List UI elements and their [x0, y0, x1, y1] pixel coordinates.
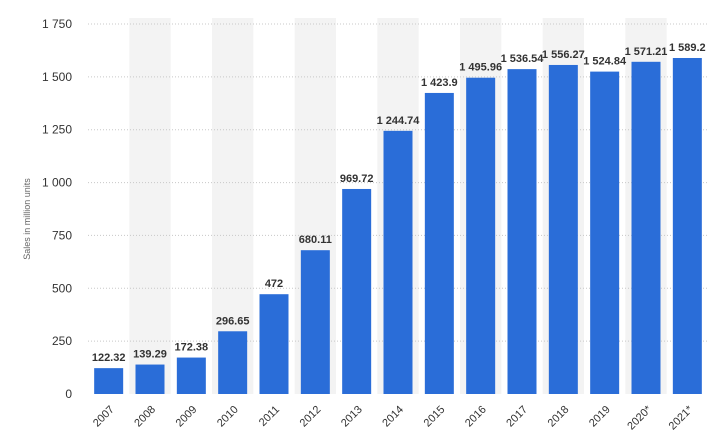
y-tick-label: 1 500 — [42, 70, 72, 84]
bar — [135, 364, 165, 394]
data-label: 122.32 — [92, 352, 126, 364]
bar — [218, 331, 248, 394]
bar — [466, 77, 496, 395]
background-band — [129, 18, 171, 394]
y-tick-label: 750 — [52, 228, 72, 242]
x-tick-label: 2009 — [174, 404, 200, 430]
bar — [548, 64, 578, 395]
x-tick-label: 2015 — [422, 404, 448, 430]
data-label: 969.72 — [340, 173, 374, 185]
bar — [259, 294, 289, 394]
data-label: 296.65 — [216, 315, 250, 327]
y-tick-label: 0 — [65, 387, 72, 401]
x-tick-label: 2021* — [667, 403, 696, 432]
data-label: 1 244.74 — [377, 115, 421, 127]
data-label: 1 571.21 — [625, 46, 668, 58]
x-tick-label: 2014 — [380, 404, 406, 430]
y-tick-label: 1 750 — [42, 17, 72, 31]
bar — [672, 57, 702, 395]
x-tick-label: 2016 — [463, 404, 489, 430]
y-tick-label: 1 250 — [42, 123, 72, 137]
data-label: 1 536.54 — [501, 53, 545, 65]
data-label: 1 589.2 — [669, 42, 706, 54]
bar — [300, 250, 330, 394]
y-tick-label: 1 000 — [42, 176, 72, 190]
data-label: 1 423.9 — [421, 77, 458, 89]
bar — [631, 61, 661, 394]
x-tick-label: 2010 — [215, 404, 241, 430]
x-tick-label: 2007 — [91, 404, 117, 430]
x-tick-label: 2019 — [587, 404, 613, 430]
bars — [94, 57, 702, 395]
data-label: 1 524.84 — [583, 56, 627, 68]
y-axis-ticks: 0 250 500 750 1 000 1 250 1 500 1 750 — [42, 17, 72, 401]
bar — [383, 130, 413, 394]
bar — [590, 71, 620, 394]
bar — [176, 357, 206, 394]
data-labels: 122.32 139.29 172.38 296.65 472 680.11 969.72 1… — [92, 42, 706, 364]
x-tick-label: 2012 — [298, 404, 324, 430]
data-label: 472 — [265, 278, 283, 290]
y-tick-label: 500 — [52, 281, 72, 295]
y-tick-label: 250 — [52, 334, 72, 348]
x-tick-label: 2018 — [546, 404, 572, 430]
x-tick-label: 2017 — [504, 404, 530, 430]
x-axis-ticks: 2007 2008 2009 2010 2011 2012 2013 2014 2015 2016… — [91, 403, 696, 432]
x-tick-label: 2011 — [257, 404, 282, 429]
data-label: 172.38 — [175, 342, 209, 354]
data-label: 139.29 — [133, 349, 167, 361]
data-label: 1 556.27 — [542, 49, 585, 61]
y-axis-label: Sales in million units — [22, 178, 32, 260]
x-tick-label: 2020* — [625, 403, 654, 432]
data-label: 1 495.96 — [459, 62, 502, 74]
data-label: 680.11 — [299, 234, 332, 246]
bar — [424, 92, 454, 395]
bar — [507, 69, 537, 395]
x-tick-label: 2013 — [339, 404, 365, 430]
x-tick-label: 2008 — [132, 404, 158, 430]
bar — [342, 188, 372, 394]
bar — [94, 368, 124, 394]
